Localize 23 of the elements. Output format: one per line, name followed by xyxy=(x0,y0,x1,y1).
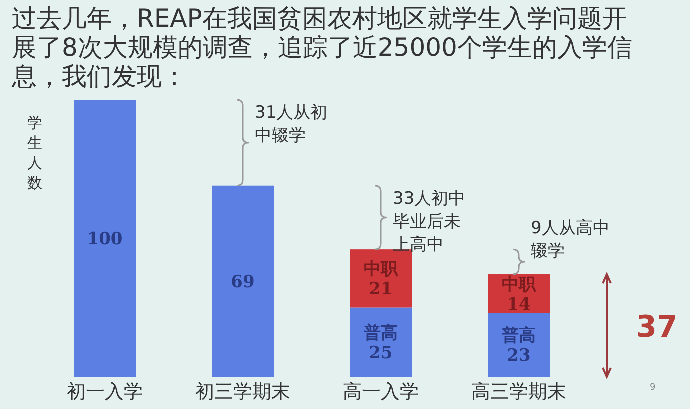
annotation: 31人从初中辍学 xyxy=(255,103,328,146)
text: 中职 xyxy=(364,260,398,280)
series-label: 普高 xyxy=(501,325,536,346)
x-tick-label: 初三学期末 xyxy=(196,381,290,403)
data-label: 69 xyxy=(231,272,255,292)
x-tick-label: 高三学期末 xyxy=(472,381,566,403)
data-label: 14 xyxy=(507,294,531,315)
annotation: 37 xyxy=(636,310,678,345)
ylabel: 学生人数 xyxy=(28,114,42,192)
bar xyxy=(212,186,274,377)
annotation: 9人从高中辍学 xyxy=(531,218,610,262)
data-label: 100 xyxy=(87,230,123,250)
data-label: 25 xyxy=(369,343,393,364)
data-label: 21 xyxy=(369,280,393,300)
x-tick-label: 高一入学 xyxy=(343,381,419,403)
annotation: 33人初中毕业后未上高中 xyxy=(393,188,466,255)
annotation: 9 xyxy=(650,383,656,393)
x-tick-label: 初一入学 xyxy=(67,381,143,403)
series-label: 中职 xyxy=(502,274,537,295)
bar xyxy=(74,100,136,377)
data-label: 23 xyxy=(507,346,531,366)
text: 普高 xyxy=(364,323,398,344)
title: 过去几年，REAP在我国贫困农村地区就学生入学问题开展了8次大规模的调查，追踪了近25000个学生的入学信息，我们发现： xyxy=(12,4,632,91)
